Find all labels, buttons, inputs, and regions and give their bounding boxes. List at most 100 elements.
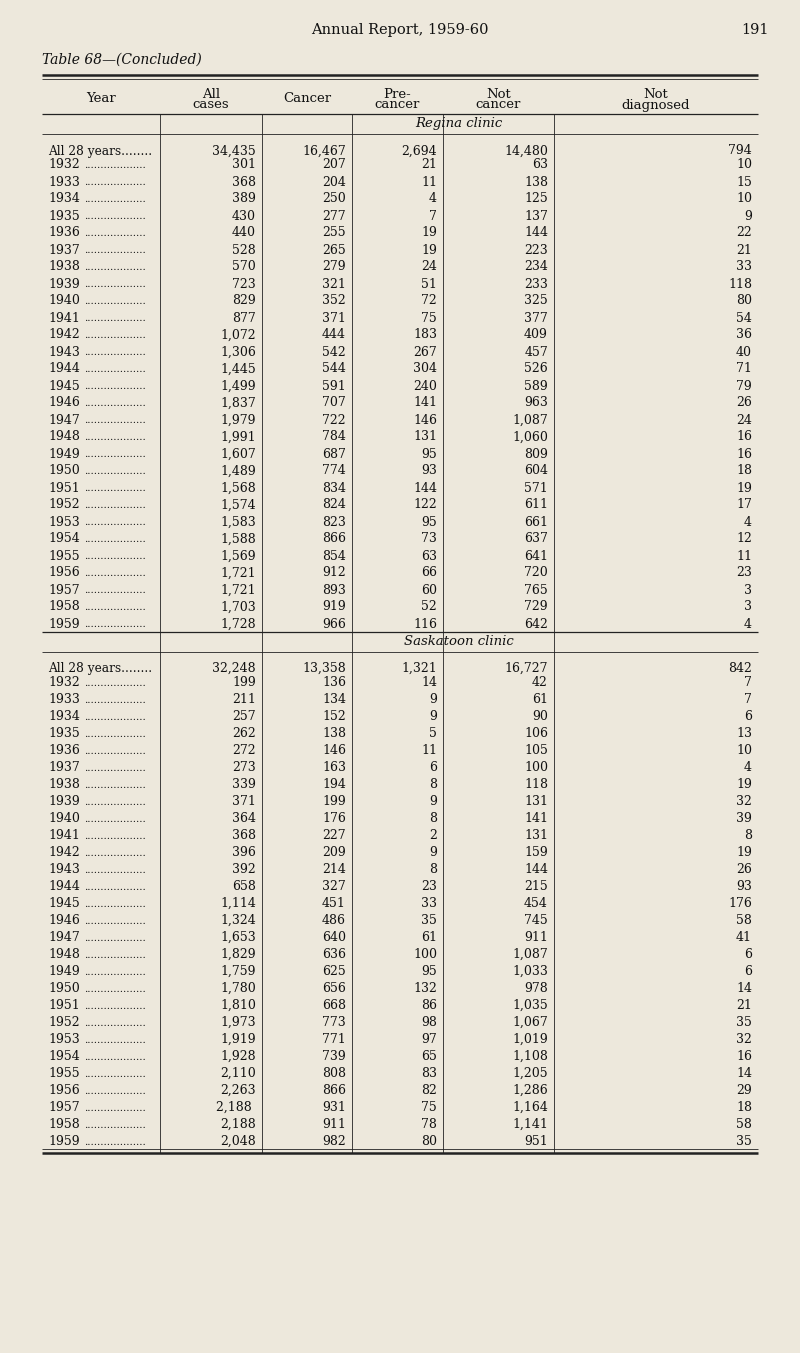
Text: 1937: 1937: [48, 244, 80, 257]
Text: 570: 570: [232, 261, 256, 273]
Text: ...................: ...................: [84, 1019, 146, 1028]
Text: ...................: ...................: [84, 1035, 146, 1045]
Text: 8: 8: [429, 778, 437, 792]
Text: 23: 23: [736, 567, 752, 579]
Text: 1,324: 1,324: [220, 915, 256, 927]
Text: 1,489: 1,489: [220, 464, 256, 478]
Text: 90: 90: [532, 710, 548, 723]
Text: 39: 39: [736, 812, 752, 825]
Text: Cancer: Cancer: [283, 92, 331, 106]
Text: ...................: ...................: [84, 570, 146, 578]
Text: 18: 18: [736, 464, 752, 478]
Text: 23: 23: [421, 881, 437, 893]
Text: ...................: ...................: [84, 382, 146, 391]
Text: 371: 371: [322, 311, 346, 325]
Text: 1,499: 1,499: [220, 379, 256, 392]
Text: 1940: 1940: [48, 812, 80, 825]
Text: 1,445: 1,445: [220, 363, 256, 376]
Text: Not: Not: [644, 88, 668, 100]
Text: ...................: ...................: [84, 985, 146, 993]
Text: 265: 265: [322, 244, 346, 257]
Text: 352: 352: [322, 295, 346, 307]
Text: ...................: ...................: [84, 331, 146, 340]
Text: 1945: 1945: [48, 897, 80, 911]
Text: ...................: ...................: [84, 798, 146, 806]
Text: 255: 255: [322, 226, 346, 239]
Text: ...................: ...................: [84, 882, 146, 892]
Text: ...................: ...................: [84, 603, 146, 612]
Text: 15: 15: [736, 176, 752, 188]
Text: 729: 729: [524, 601, 548, 613]
Text: 526: 526: [524, 363, 548, 376]
Text: ...................: ...................: [84, 246, 146, 254]
Text: ...................: ...................: [84, 815, 146, 824]
Text: 739: 739: [322, 1050, 346, 1063]
Text: 10: 10: [736, 158, 752, 172]
Text: 866: 866: [322, 533, 346, 545]
Text: ...................: ...................: [84, 229, 146, 238]
Text: 2,694: 2,694: [402, 145, 437, 157]
Text: 146: 146: [413, 414, 437, 426]
Text: 784: 784: [322, 430, 346, 444]
Text: 1952: 1952: [48, 1016, 80, 1030]
Text: 58: 58: [736, 1118, 752, 1131]
Text: 144: 144: [524, 226, 548, 239]
Text: 16: 16: [736, 430, 752, 444]
Text: 1934: 1934: [48, 710, 80, 723]
Text: 2,048: 2,048: [220, 1135, 256, 1149]
Text: 1954: 1954: [48, 533, 80, 545]
Text: 842: 842: [728, 662, 752, 675]
Text: 368: 368: [232, 176, 256, 188]
Text: ...................: ...................: [84, 848, 146, 858]
Text: 430: 430: [232, 210, 256, 222]
Text: 1,583: 1,583: [220, 515, 256, 529]
Text: 19: 19: [736, 778, 752, 792]
Text: 209: 209: [322, 846, 346, 859]
Text: 765: 765: [524, 583, 548, 597]
Text: 51: 51: [421, 277, 437, 291]
Text: 720: 720: [524, 567, 548, 579]
Text: 1,141: 1,141: [512, 1118, 548, 1131]
Text: 21: 21: [736, 999, 752, 1012]
Text: 409: 409: [524, 329, 548, 341]
Text: 35: 35: [736, 1135, 752, 1149]
Text: 5: 5: [429, 727, 437, 740]
Text: 79: 79: [736, 379, 752, 392]
Text: ...................: ...................: [84, 518, 146, 528]
Text: 34,435: 34,435: [212, 145, 256, 157]
Text: 951: 951: [524, 1135, 548, 1149]
Text: 854: 854: [322, 549, 346, 563]
Text: ...................: ...................: [84, 298, 146, 306]
Text: 656: 656: [322, 982, 346, 996]
Text: 136: 136: [322, 676, 346, 689]
Text: 93: 93: [421, 464, 437, 478]
Text: 9: 9: [429, 693, 437, 706]
Text: 339: 339: [232, 778, 256, 792]
Text: 61: 61: [421, 931, 437, 944]
Text: 457: 457: [524, 345, 548, 359]
Text: ...................: ...................: [84, 747, 146, 755]
Text: 138: 138: [524, 176, 548, 188]
Text: 1,087: 1,087: [512, 948, 548, 961]
Text: ...................: ...................: [84, 467, 146, 476]
Text: 1937: 1937: [48, 762, 80, 774]
Text: ...................: ...................: [84, 729, 146, 739]
Text: 191: 191: [742, 23, 769, 37]
Text: 1949: 1949: [48, 448, 80, 460]
Text: 440: 440: [232, 226, 256, 239]
Text: 105: 105: [524, 744, 548, 758]
Text: ...................: ...................: [84, 679, 146, 687]
Text: Table 68—(Concluded): Table 68—(Concluded): [42, 53, 202, 68]
Text: 80: 80: [421, 1135, 437, 1149]
Text: 824: 824: [322, 498, 346, 511]
Text: 65: 65: [421, 1050, 437, 1063]
Text: 93: 93: [736, 881, 752, 893]
Text: 24: 24: [736, 414, 752, 426]
Text: 1,607: 1,607: [220, 448, 256, 460]
Text: 364: 364: [232, 812, 256, 825]
Text: 32: 32: [736, 796, 752, 808]
Text: 21: 21: [421, 158, 437, 172]
Text: 1944: 1944: [48, 363, 80, 376]
Text: 1,205: 1,205: [512, 1068, 548, 1080]
Text: 637: 637: [524, 533, 548, 545]
